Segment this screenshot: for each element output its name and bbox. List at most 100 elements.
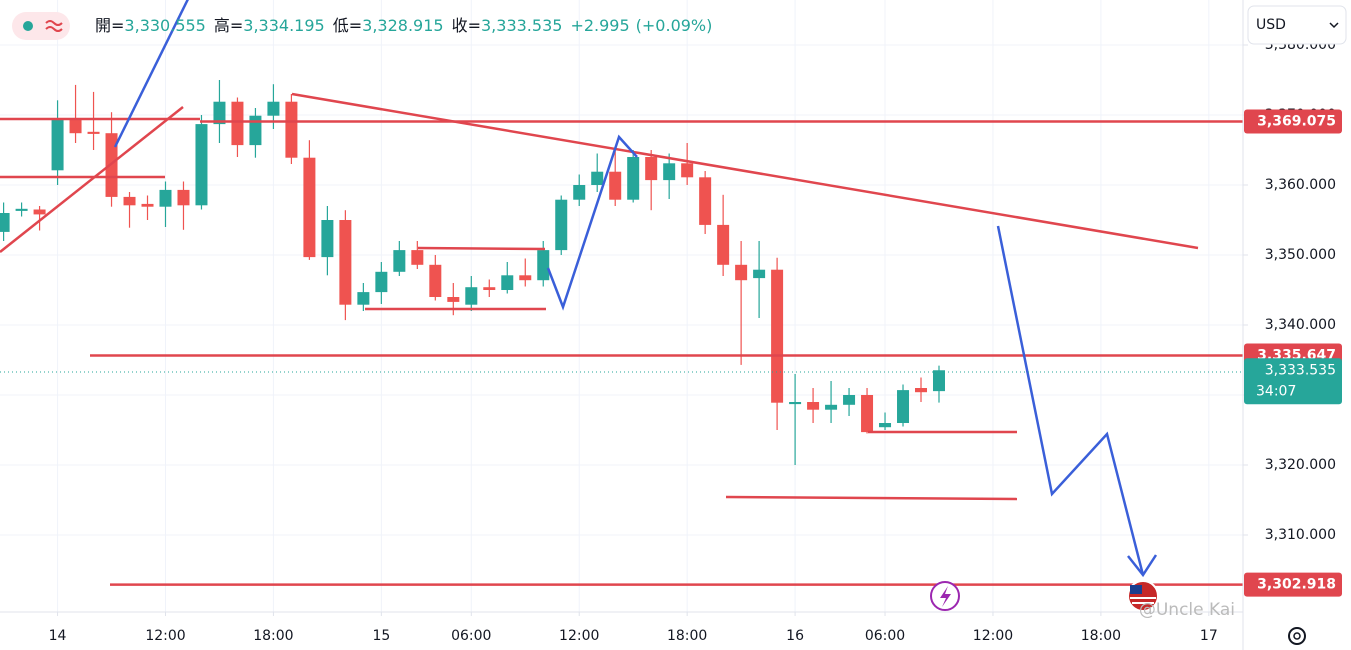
candle-body: [537, 250, 550, 281]
legend-value: 3,333.535: [481, 16, 562, 35]
projection: [546, 134, 638, 311]
candle-body: [681, 163, 694, 178]
candle-body: [753, 269, 766, 279]
y-tick-label: 3,350.000: [1265, 247, 1336, 263]
x-tick-label: 15: [372, 628, 390, 644]
x-tick-label: 18:00: [253, 628, 293, 644]
candle-body: [447, 297, 460, 302]
candles: [0, 80, 945, 466]
candle-body: [825, 404, 838, 410]
drawings: [0, 0, 1199, 578]
projection: [113, 0, 189, 148]
last-price-label: 3,333.535: [1265, 362, 1336, 378]
candle-body: [411, 250, 424, 265]
last-price-tag: [1244, 358, 1342, 405]
candle-body: [339, 220, 352, 305]
flag-canton: [1130, 585, 1142, 594]
candle-body: [87, 131, 100, 134]
price-tags: 3,369.0753,335.6473,302.9183,333.53534:0…: [1244, 109, 1342, 597]
ohlc-values: 開=3,330.555 高=3,334.195 低=3,328.915 收=3,333…: [95, 16, 712, 35]
x-tick-label: 17: [1200, 628, 1218, 644]
candle-body: [303, 157, 316, 258]
candle-body: [393, 250, 406, 272]
candle-body: [0, 213, 10, 232]
x-tick-label: 12:00: [145, 628, 185, 644]
candle-body: [591, 171, 604, 186]
candle-body: [843, 395, 856, 405]
y-tick-label: 3,360.000: [1265, 177, 1336, 193]
gear-hub: [1293, 632, 1301, 640]
candle-body: [771, 269, 784, 403]
x-tick-label: 06:00: [451, 628, 491, 644]
candle-body: [645, 157, 658, 181]
candle-body: [501, 275, 514, 291]
candle-body: [483, 287, 496, 291]
candle-body: [357, 292, 370, 305]
ohlc-legend: 開=3,330.555 高=3,334.195 低=3,328.915 收=3,333…: [95, 16, 712, 35]
candle-body: [213, 101, 226, 125]
y-tick-label: 3,340.000: [1265, 317, 1336, 333]
trend-line: [0, 106, 184, 253]
candle-body: [285, 101, 298, 158]
candle-body: [177, 189, 190, 206]
trend-line: [291, 92, 1199, 250]
legend-value: 3,328.915: [362, 16, 443, 35]
level-tag-label: 3,369.075: [1257, 113, 1336, 129]
candle-body: [717, 224, 730, 265]
settings[interactable]: [1288, 627, 1306, 645]
candle-body: [789, 402, 802, 405]
levels: [90, 120, 1243, 586]
x-tick-label: 18:00: [1081, 628, 1121, 644]
candle-body: [141, 203, 154, 207]
candle-body: [123, 196, 136, 206]
candle-body: [663, 163, 676, 181]
candle-body: [897, 390, 910, 424]
currency-box[interactable]: [1247, 5, 1347, 45]
x-tick-label: 14: [49, 628, 67, 644]
candle-body: [609, 171, 622, 200]
x-tick-label: 06:00: [865, 628, 905, 644]
x-tick-label: 12:00: [559, 628, 599, 644]
level-tag-label: 3,302.918: [1257, 577, 1336, 593]
candle-body: [915, 388, 928, 393]
gear-icon[interactable]: [1288, 627, 1306, 645]
y-tick-label: 3,320.000: [1265, 457, 1336, 473]
legend-name: 低=: [333, 16, 362, 35]
legend-value: 3,330.555: [124, 16, 205, 35]
candle-body: [15, 208, 28, 211]
candle-body: [861, 395, 874, 433]
candle-body: [807, 402, 820, 410]
candle-body: [879, 423, 892, 428]
candle-body: [51, 119, 64, 171]
candle-body: [159, 189, 172, 207]
candle-body: [321, 220, 334, 258]
level-tag: [1244, 109, 1342, 134]
legend-value: 3,334.195: [243, 16, 324, 35]
change: +2.995: [570, 16, 629, 35]
watermark: @Uncle Kai: [1139, 600, 1235, 620]
candle-body: [249, 115, 262, 146]
change-percent: (+0.09%): [636, 16, 713, 35]
legend-name: 開=: [95, 16, 124, 35]
candle-body: [555, 199, 568, 251]
candle-body: [932, 370, 945, 392]
candle-body: [465, 287, 478, 305]
candle-body: [231, 101, 244, 146]
x-tick-label: 16: [786, 628, 804, 644]
status-pill[interactable]: [12, 12, 70, 40]
legend-name: 收=: [452, 16, 481, 35]
event-icons: [930, 580, 1159, 612]
wave-icon: [45, 20, 63, 32]
candle-body: [195, 124, 208, 206]
x-tick-label: 18:00: [667, 628, 707, 644]
countdown: 34:07: [1256, 383, 1296, 399]
range-line: [725, 495, 1018, 501]
candle-body: [519, 275, 532, 281]
currency-select[interactable]: USD: [1247, 5, 1347, 45]
x-tick-label: 12:00: [973, 628, 1013, 644]
candle-body: [69, 119, 82, 134]
chevron: [1329, 22, 1339, 29]
y-tick-label: 3,310.000: [1265, 527, 1336, 543]
candle-body: [33, 209, 46, 215]
time-axis: 14 12:00 18:00 15 06:00 12:00 18:00 16 06:00 12:0…: [49, 612, 1218, 644]
